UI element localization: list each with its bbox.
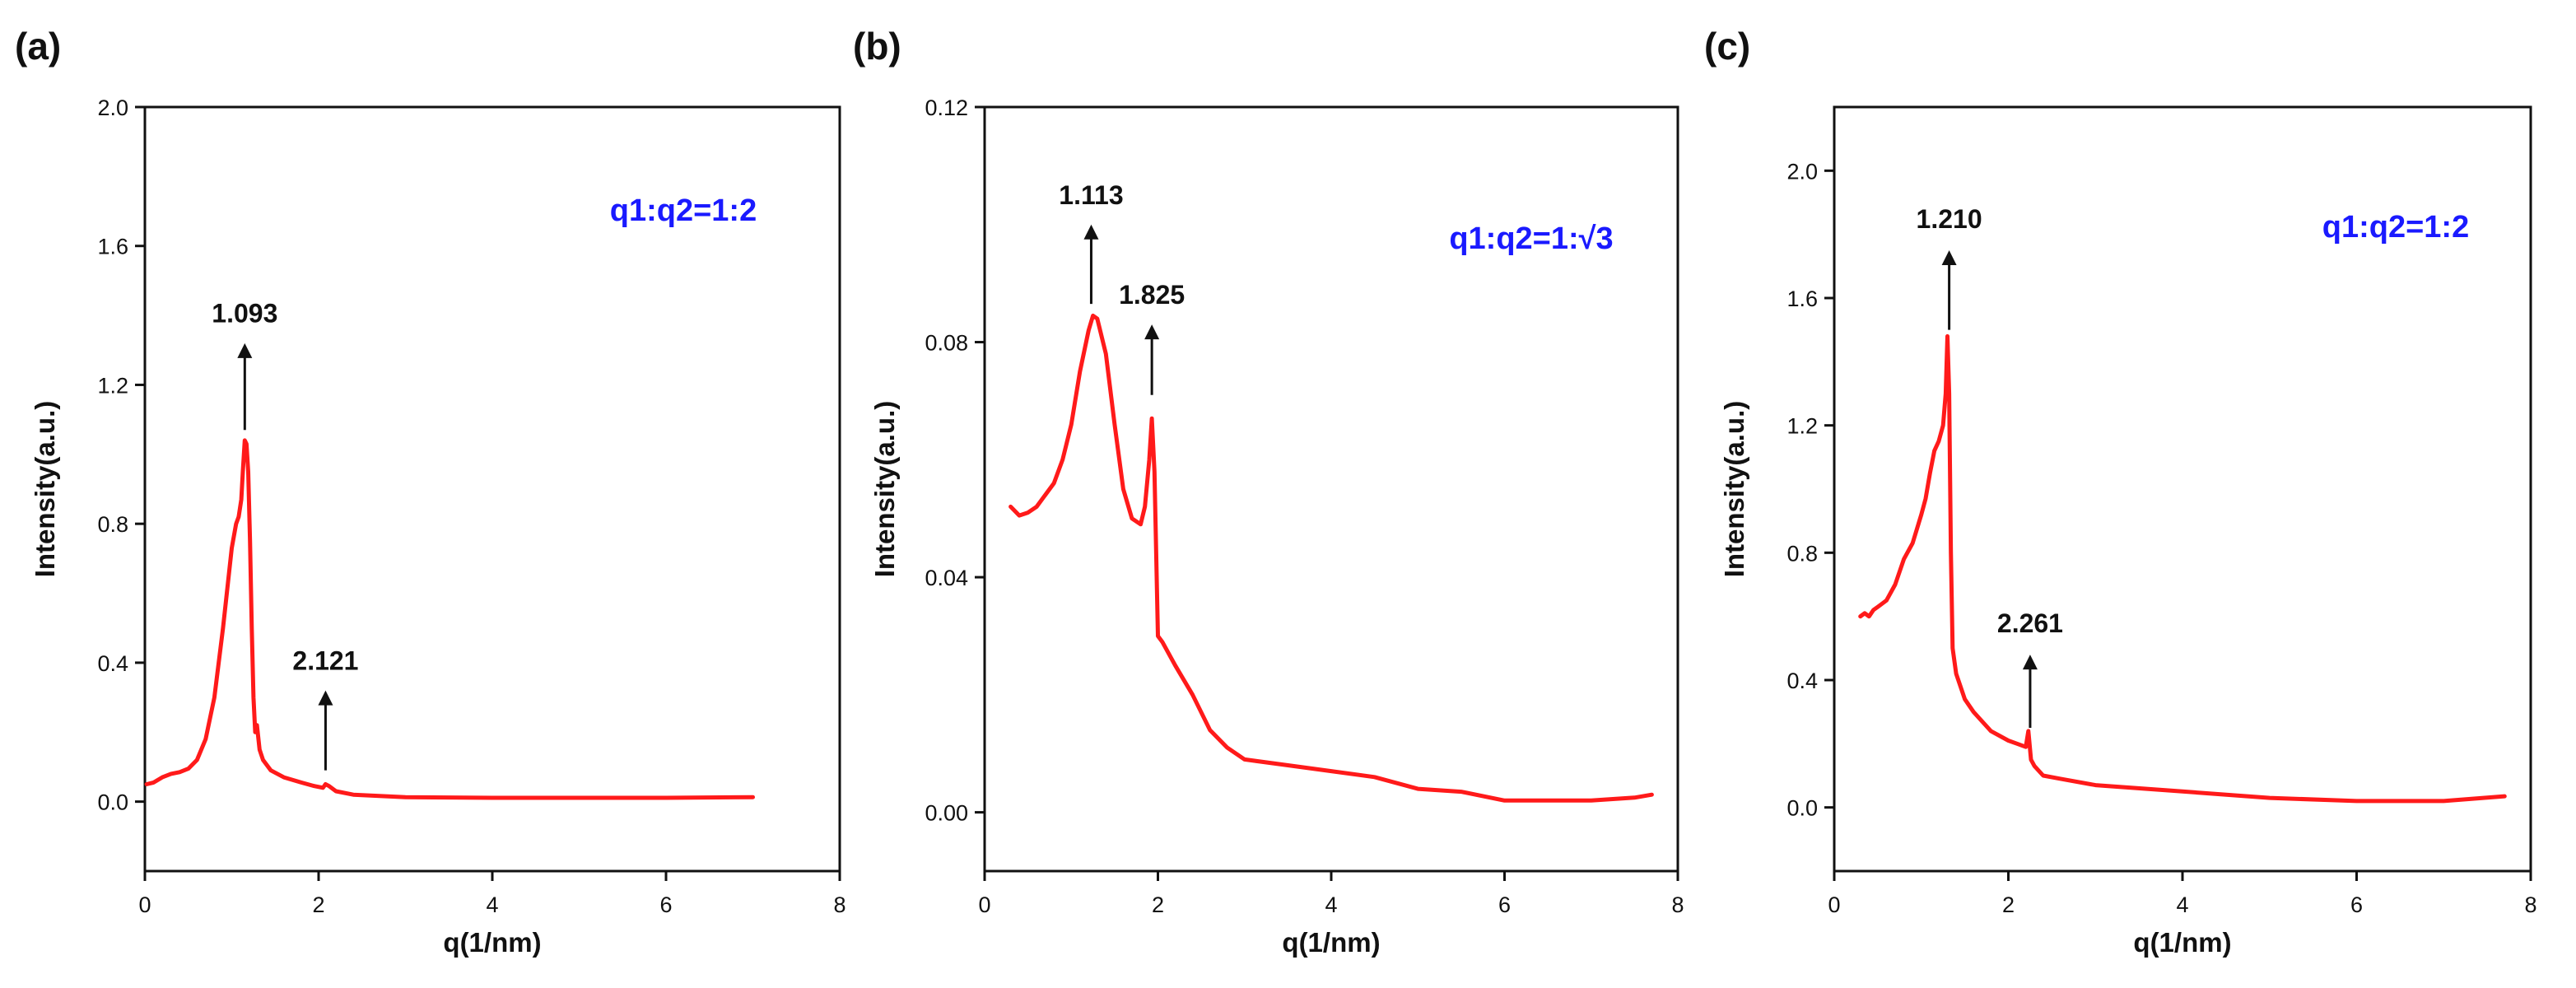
x-tick-label: 2 — [2002, 892, 2015, 917]
x-tick-label: 4 — [1325, 892, 1337, 917]
x-tick-label: 4 — [2176, 892, 2188, 917]
panel-label: (a) — [15, 25, 61, 68]
y-tick-label: 1.2 — [97, 373, 128, 398]
x-tick-label: 0 — [978, 892, 990, 917]
y-tick-label: 0.4 — [1786, 669, 1818, 693]
y-tick-label: 0.8 — [97, 512, 128, 537]
y-axis-title: Intensity(a.u.) — [1719, 401, 1749, 578]
y-axis-title: Intensity(a.u.) — [30, 401, 60, 578]
peak-label: 2.261 — [1997, 608, 2063, 638]
peak-label: 1.825 — [1119, 280, 1185, 310]
x-tick-label: 0 — [1828, 892, 1840, 917]
y-tick-label: 0.08 — [925, 331, 968, 356]
series-line — [144, 438, 755, 800]
x-axis-title: q(1/nm) — [1282, 927, 1380, 958]
arrow-head-icon — [2022, 655, 2038, 670]
y-tick-label: 1.6 — [1786, 287, 1818, 311]
arrow-head-icon — [1083, 224, 1099, 240]
y-tick-label: 1.6 — [97, 235, 128, 259]
arrow-head-icon — [1941, 250, 1957, 265]
y-tick-label: 2.0 — [97, 96, 128, 120]
series-line — [1009, 313, 1654, 803]
x-axis-title: q(1/nm) — [2133, 927, 2231, 958]
peak-label: 1.210 — [1917, 204, 1982, 234]
x-tick-label: 8 — [2524, 892, 2536, 917]
ratio-label: q1:q2=1:2 — [2322, 210, 2469, 245]
y-tick-label: 1.2 — [1786, 414, 1818, 439]
x-tick-label: 8 — [1671, 892, 1684, 917]
x-tick-label: 0 — [138, 892, 151, 917]
y-tick-label: 0.8 — [1786, 541, 1818, 566]
peak-label: 2.121 — [292, 645, 358, 675]
panel-label: (b) — [853, 25, 901, 68]
y-tick-label: 0.00 — [925, 801, 968, 826]
peak-label: 1.093 — [212, 299, 277, 329]
x-axis-title: q(1/nm) — [443, 927, 541, 958]
y-tick-label: 0.4 — [97, 651, 128, 676]
series-line — [1858, 333, 2507, 804]
ratio-label: q1:q2=1:√3 — [1449, 221, 1613, 256]
x-tick-label: 8 — [833, 892, 845, 917]
y-tick-label: 0.12 — [925, 96, 968, 120]
x-tick-label: 2 — [312, 892, 324, 917]
arrow-head-icon — [318, 690, 333, 706]
x-tick-label: 2 — [1152, 892, 1164, 917]
x-tick-label: 6 — [659, 892, 672, 917]
arrow-head-icon — [1144, 324, 1160, 340]
x-tick-label: 4 — [486, 892, 498, 917]
panel-label: (c) — [1704, 25, 1750, 68]
y-tick-label: 0.0 — [1786, 796, 1818, 821]
ratio-label: q1:q2=1:2 — [610, 193, 757, 228]
x-tick-label: 6 — [2350, 892, 2363, 917]
peak-label: 1.113 — [1059, 180, 1123, 210]
y-tick-label: 0.04 — [925, 566, 968, 590]
y-tick-label: 0.0 — [97, 790, 128, 815]
x-tick-label: 6 — [1498, 892, 1511, 917]
y-axis-title: Intensity(a.u.) — [869, 401, 900, 578]
y-tick-label: 2.0 — [1786, 159, 1818, 184]
chart-panel-a: (a) 0 2 4 6 8 0.0 0.4 0.8 1.2 1.6 2.0 q(1/nm) Intensi… — [15, 25, 846, 958]
chart-panel-b: (b) 0 2 4 6 8 0.00 0.04 0.08 0.12 q(1/nm) Intensity… — [853, 25, 1684, 958]
chart-panel-c: (c) 0 2 4 6 8 0.0 0.4 0.8 1.2 1.6 2.0 q(1/nm) Intensi… — [1704, 25, 2537, 958]
arrow-head-icon — [237, 343, 253, 358]
